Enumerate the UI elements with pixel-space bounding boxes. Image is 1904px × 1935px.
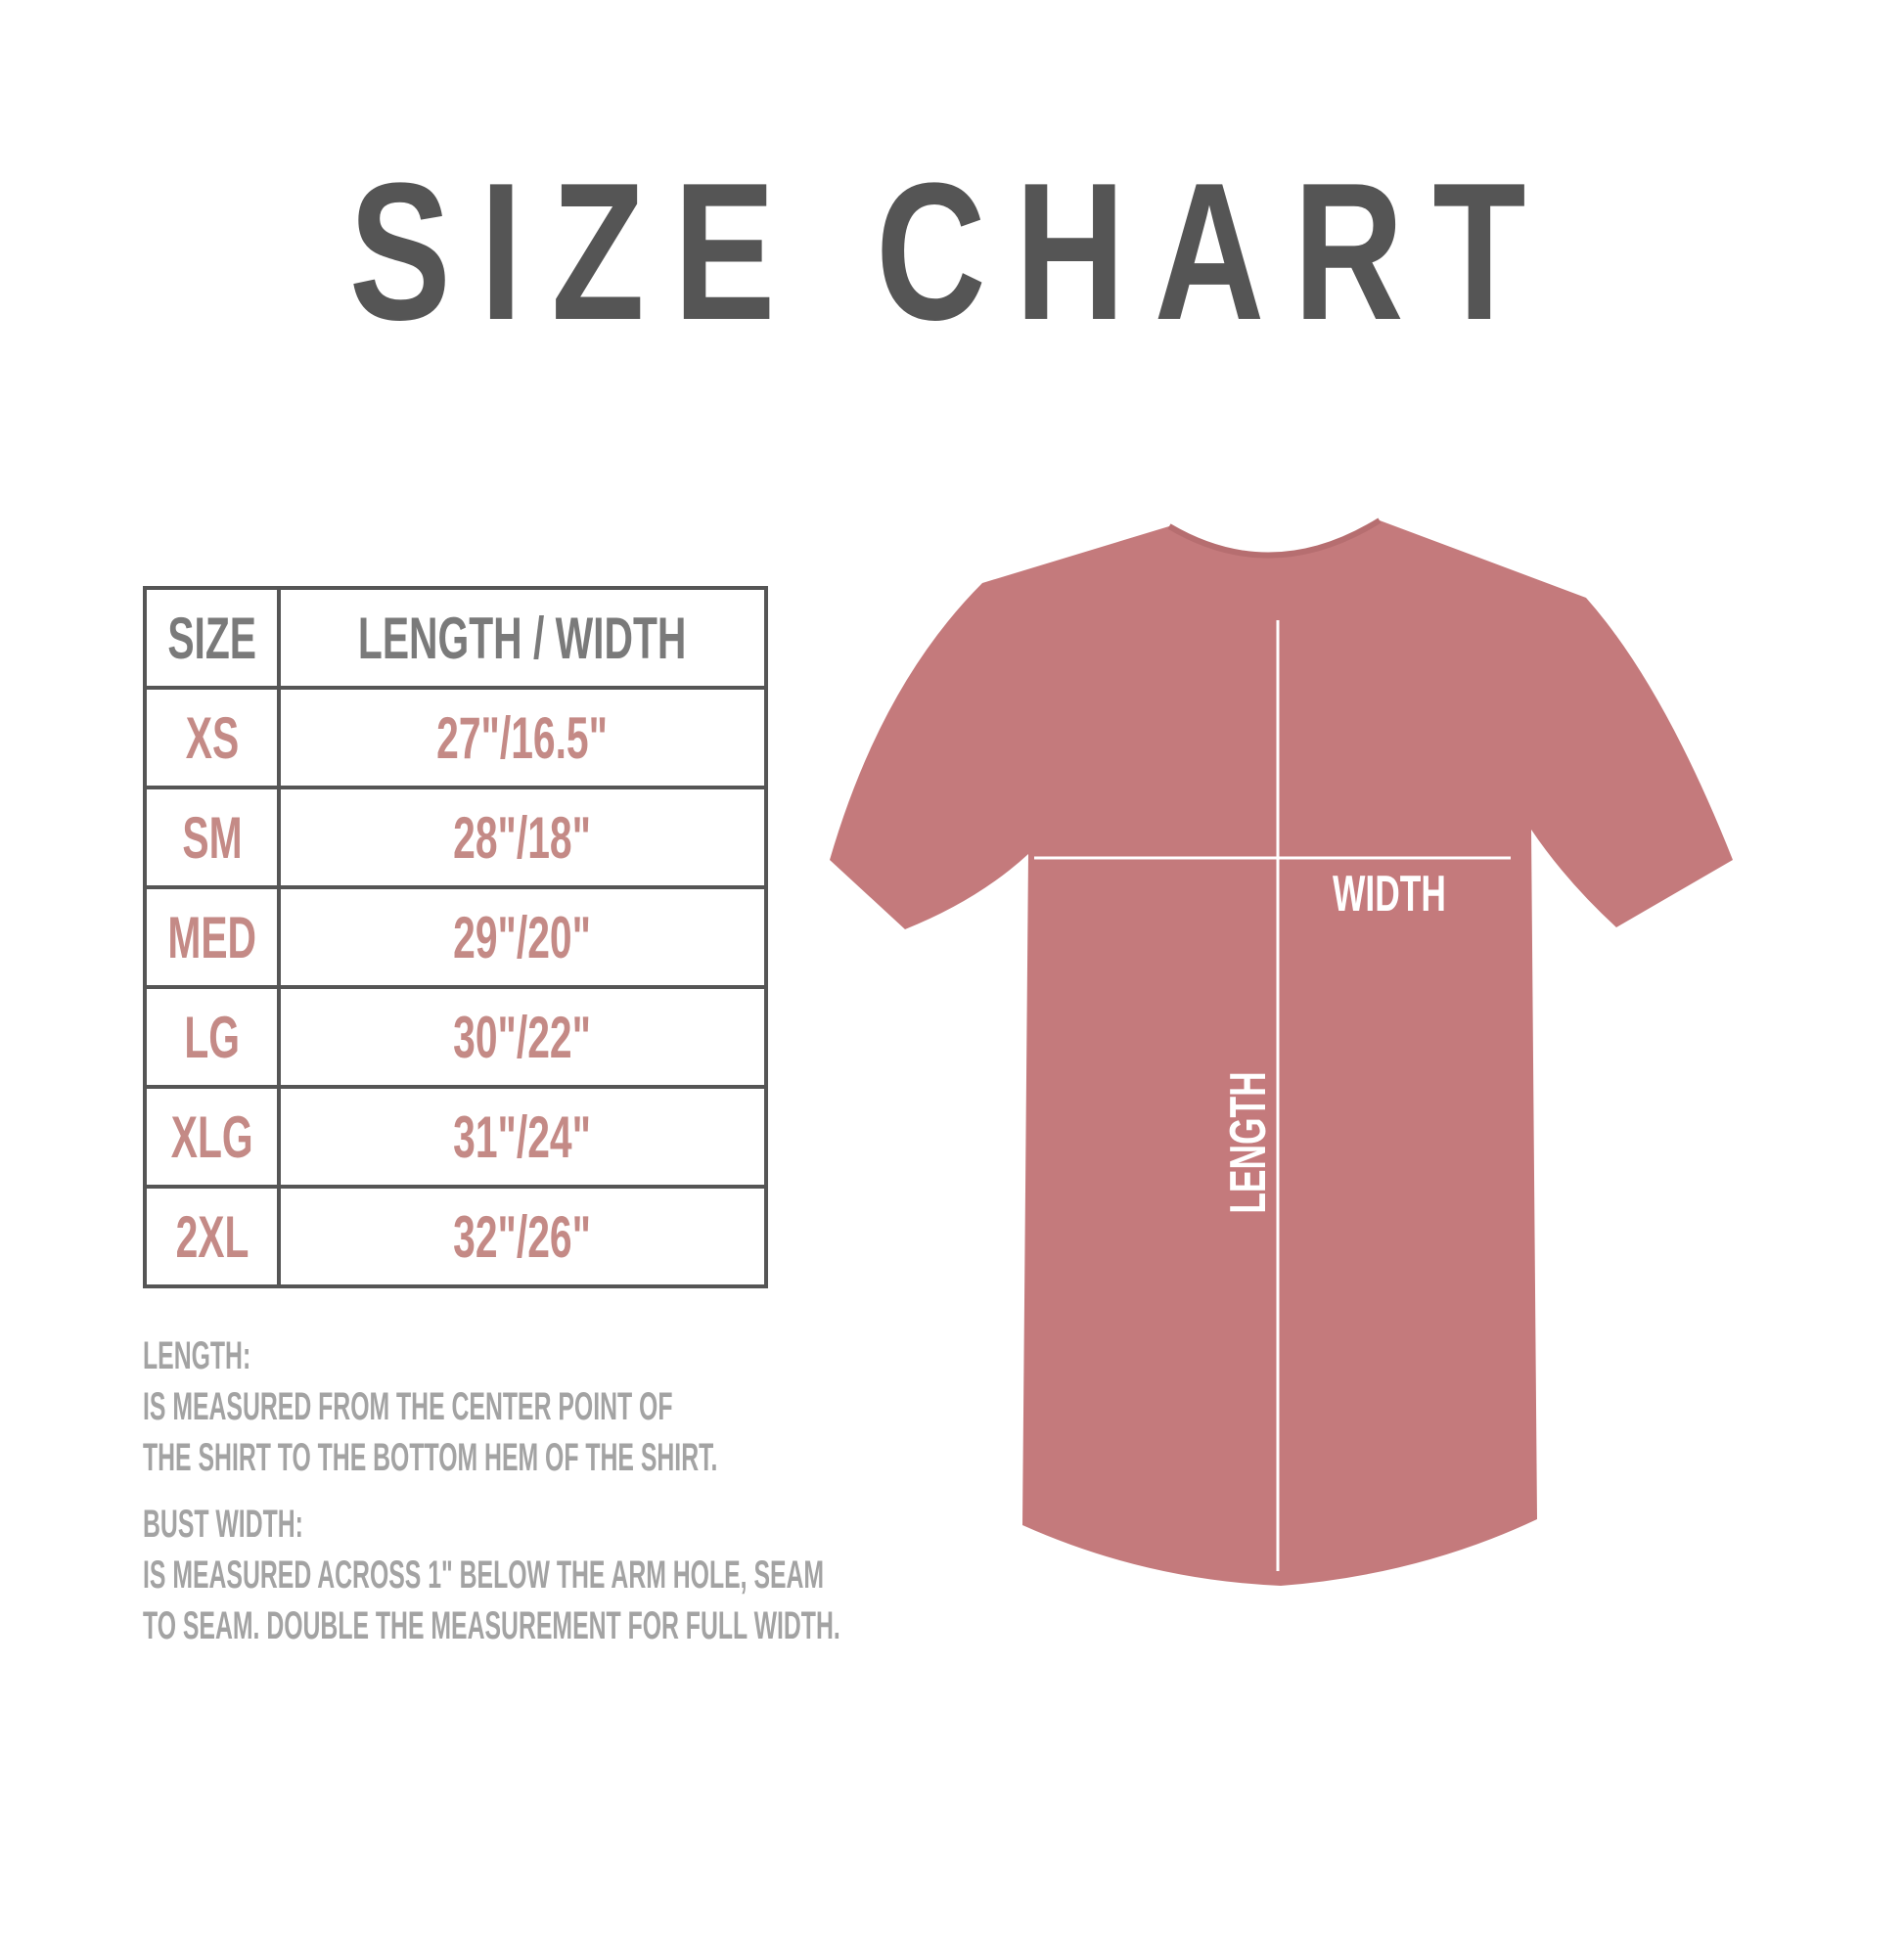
tshirt-shape [830, 520, 1733, 1586]
measure-cell: 28"/18" [277, 786, 768, 889]
header-length-width: LENGTH / WIDTH [277, 586, 768, 690]
table-row: XS 27"/16.5" [142, 686, 768, 789]
measure-cell: 30"/22" [277, 985, 768, 1089]
measure-cell: 32"/26" [277, 1185, 768, 1288]
size-cell: MED [142, 885, 282, 989]
width-label: WIDTH [1333, 866, 1446, 922]
width-note-line: IS MEASURED ACROSS 1" BELOW THE ARM HOLE… [143, 1553, 825, 1597]
measure-cell: 31"/24" [277, 1085, 768, 1189]
measure-cell: 29"/20" [277, 885, 768, 989]
length-heading: LENGTH: [143, 1334, 251, 1377]
table-row: LG 30"/22" [142, 985, 768, 1089]
size-cell: SM [142, 786, 282, 889]
header-size: SIZE [142, 586, 282, 690]
table-row: XLG 31"/24" [142, 1085, 768, 1189]
size-cell: XS [142, 686, 282, 789]
neck-collar [1167, 518, 1382, 559]
table-header-row: SIZE LENGTH / WIDTH [142, 586, 768, 690]
size-table: SIZE LENGTH / WIDTH XS 27"/16.5" SM 28"/18… [142, 586, 768, 1288]
measure-cell: 27"/16.5" [277, 686, 768, 789]
page-title: SIZE CHART [348, 143, 1556, 361]
size-cell: LG [142, 985, 282, 1089]
size-cell: 2XL [142, 1185, 282, 1288]
measurement-notes: LENGTH: IS MEASURED FROM THE CENTER POIN… [143, 1330, 1268, 1651]
length-note-line: IS MEASURED FROM THE CENTER POINT OF [143, 1385, 673, 1428]
table-row: SM 28"/18" [142, 786, 768, 889]
table-row: MED 29"/20" [142, 885, 768, 989]
length-note-line: THE SHIRT TO THE BOTTOM HEM OF THE SHIRT… [143, 1436, 718, 1479]
width-note-line: TO SEAM. DOUBLE THE MEASUREMENT FOR FULL… [143, 1604, 840, 1647]
width-heading: BUST WIDTH: [143, 1503, 303, 1546]
table-row: 2XL 32"/26" [142, 1185, 768, 1288]
size-cell: XLG [142, 1085, 282, 1189]
length-label: LENGTH [1220, 1071, 1277, 1214]
